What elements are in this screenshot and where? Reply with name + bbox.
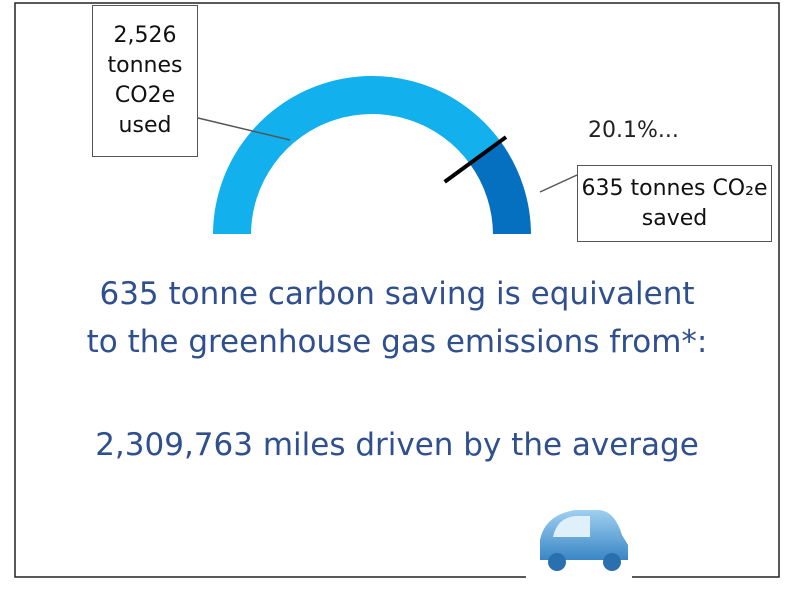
leader bbox=[539, 174, 578, 193]
leader bbox=[197, 117, 291, 141]
frame bbox=[14, 2, 780, 578]
text-line: 635 tonne carbon saving is equivalent bbox=[99, 276, 695, 312]
gauge-segment bbox=[467, 139, 534, 236]
text-line: to the greenhouse gas emissions from*: bbox=[86, 324, 708, 360]
car-icon bbox=[540, 510, 628, 571]
text-line: 2,309,763 miles driven by the average bbox=[95, 427, 699, 463]
saved-label: 635 tonnes CO₂e saved bbox=[577, 165, 772, 242]
gauge-segment bbox=[210, 74, 503, 236]
used-label: 2,526 tonnes CO2e used bbox=[92, 5, 198, 157]
annotation: 20.1%... bbox=[588, 118, 679, 143]
needle bbox=[443, 135, 508, 184]
